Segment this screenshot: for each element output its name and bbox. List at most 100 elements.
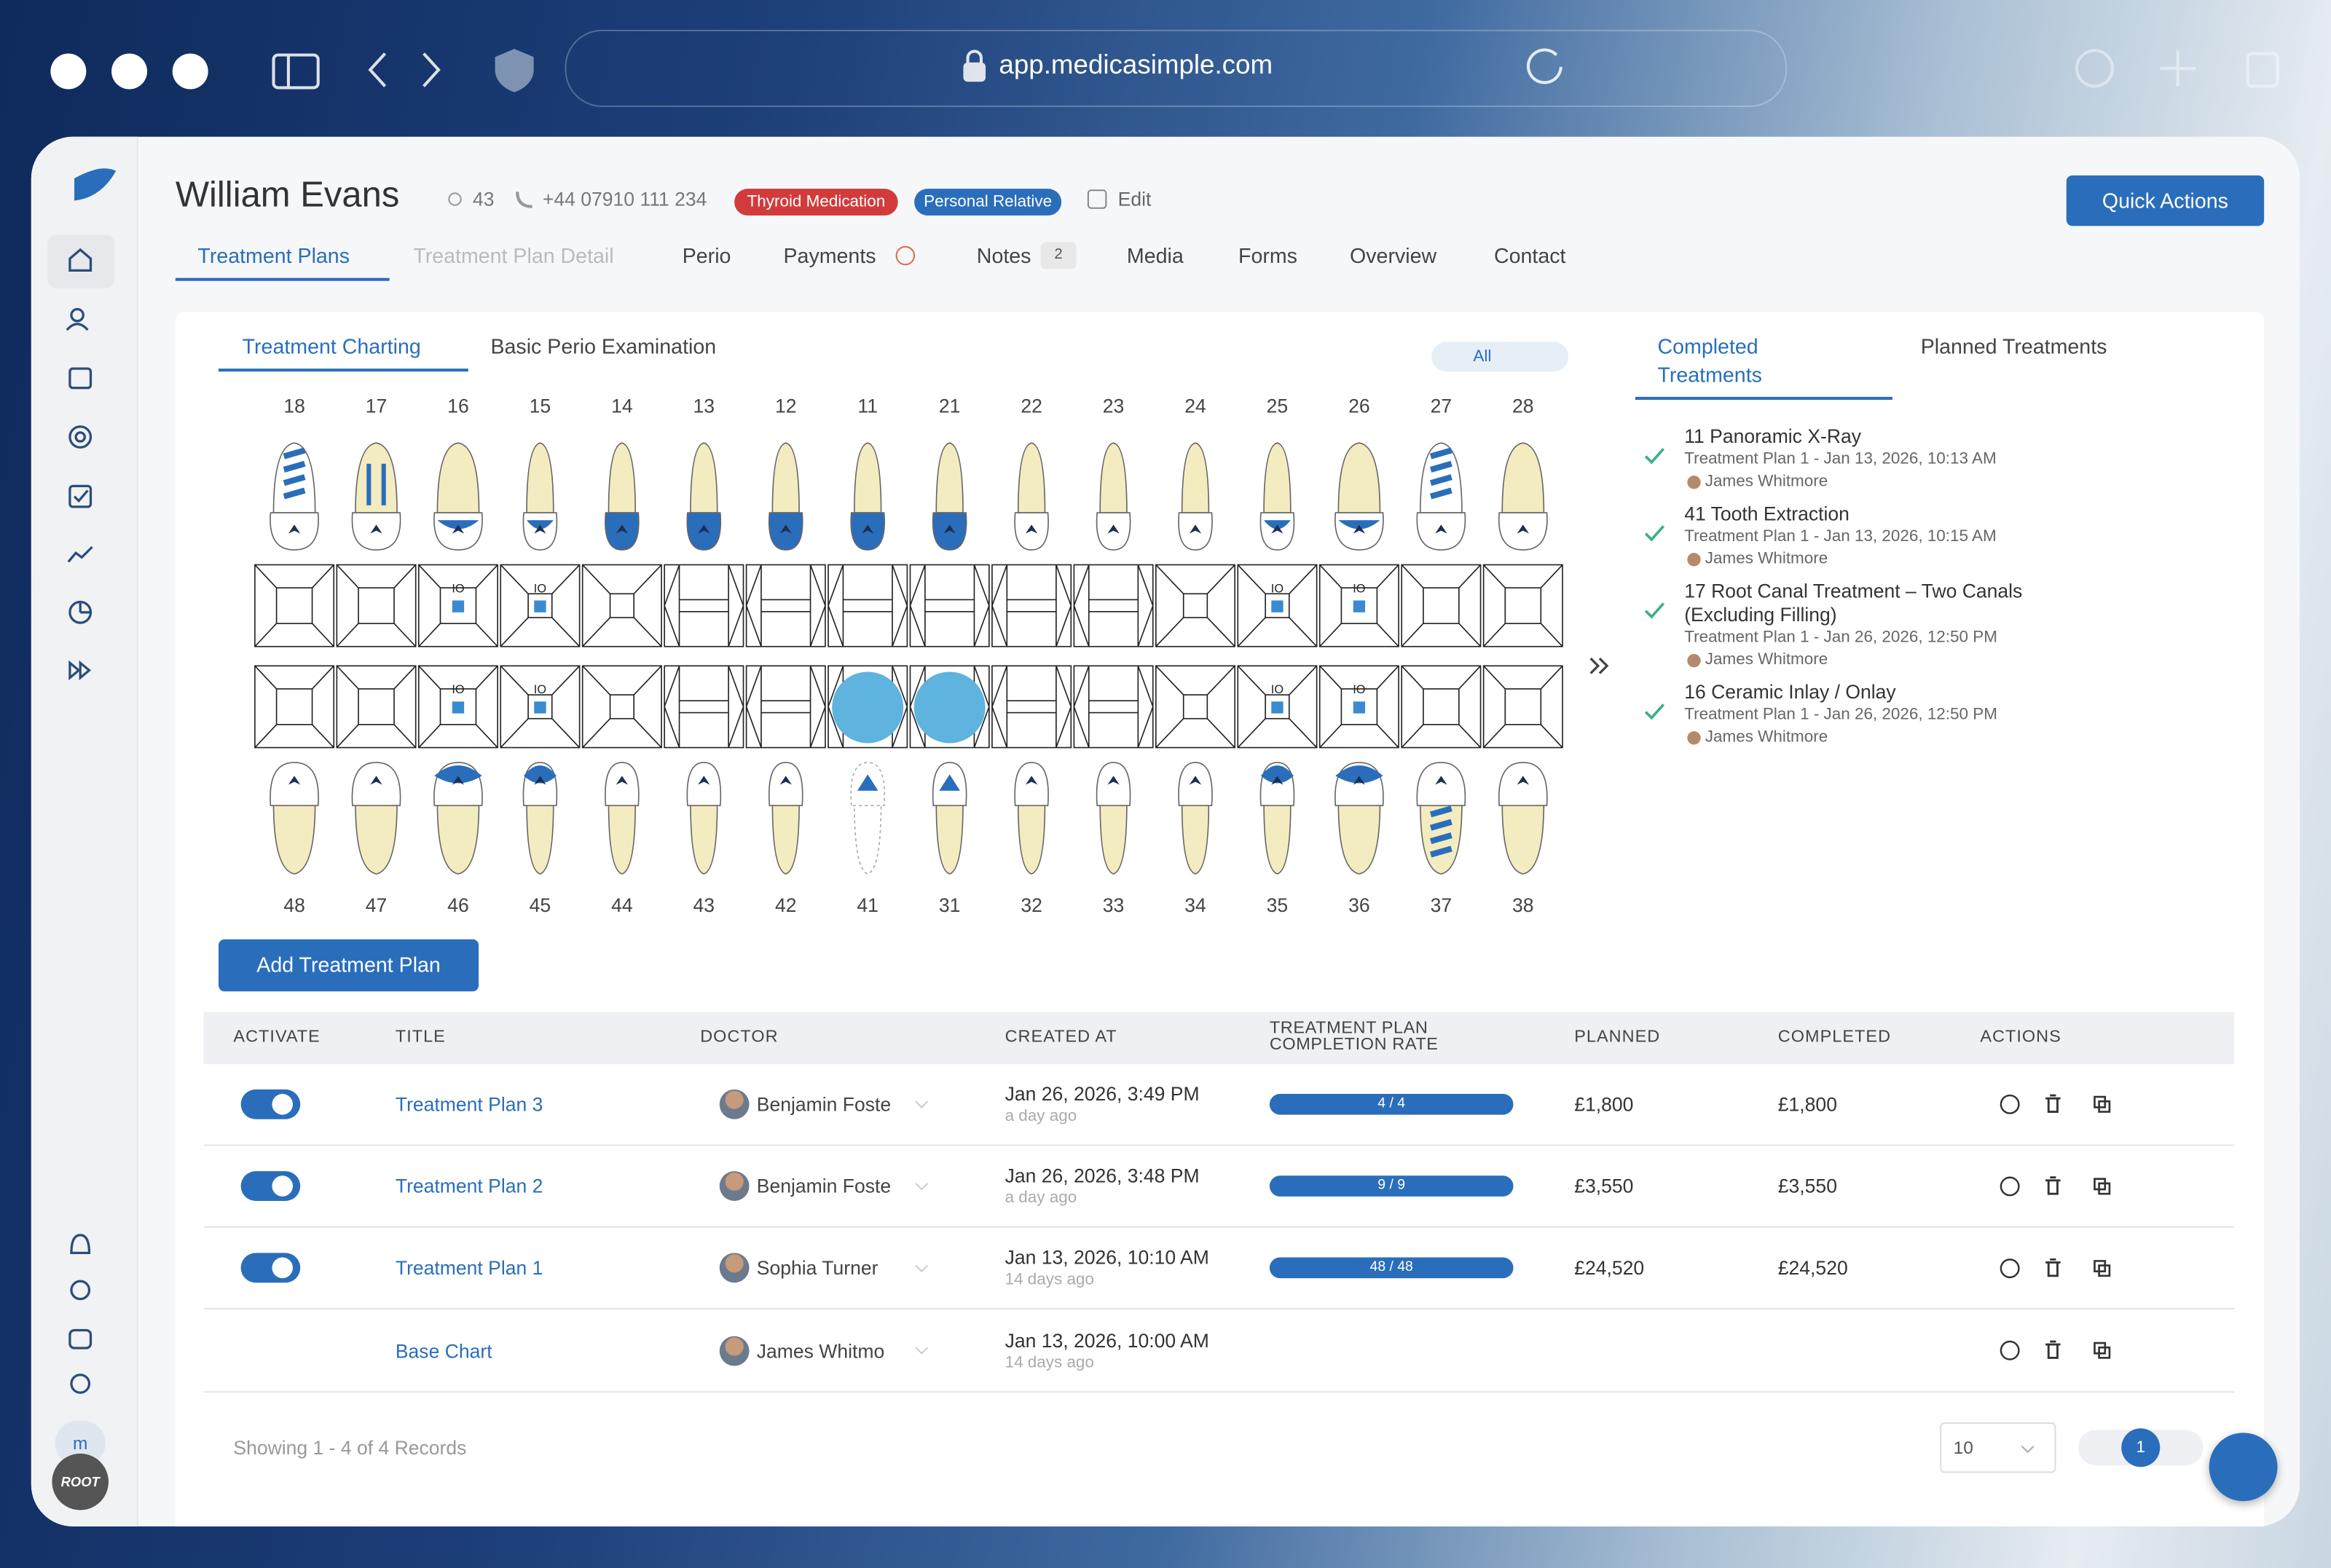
doctor-avatar xyxy=(719,1335,750,1366)
tooth-number: 12 xyxy=(774,394,797,417)
tooth-crown xyxy=(1178,762,1213,806)
tooth-number: 38 xyxy=(1512,894,1534,917)
doctor-avatar xyxy=(1687,476,1701,489)
phone: +44 07910 111 234 xyxy=(542,188,707,210)
tooth-mark xyxy=(1271,776,1284,785)
tab[interactable]: Notes xyxy=(976,243,1031,268)
quick-actions[interactable]: Quick Actions xyxy=(2066,175,2265,226)
tab[interactable]: Overview xyxy=(1350,243,1437,268)
tooth-mark xyxy=(1353,524,1366,534)
grid-cell-lines xyxy=(1483,665,1563,749)
created-ago: a day ago xyxy=(1005,1107,1077,1125)
tooth-crown xyxy=(1096,512,1131,551)
completed: £3,550 xyxy=(1777,1175,1837,1198)
edit[interactable]: Edit xyxy=(1117,188,1152,210)
filling xyxy=(1261,765,1294,784)
root-fill xyxy=(283,487,306,500)
tooth-mark xyxy=(534,776,546,785)
tab[interactable]: Payments xyxy=(783,243,876,268)
chart-tab[interactable]: Treatment Charting xyxy=(242,334,421,358)
tooth-crown xyxy=(522,512,558,551)
tab[interactable]: Treatment Plans xyxy=(197,243,350,268)
filling xyxy=(1264,520,1291,529)
page-size[interactable]: 10 xyxy=(1940,1422,2056,1473)
add-plan-button[interactable]: Add Treatment Plan xyxy=(218,939,479,992)
tab[interactable]: Perio xyxy=(682,243,731,268)
grid-marker: IO xyxy=(1270,682,1284,697)
tooth-mark xyxy=(452,524,465,534)
help-button[interactable] xyxy=(2209,1433,2278,1502)
completed-title: 41 Tooth Extraction xyxy=(1684,502,1850,525)
completed-item: 41 Tooth Extraction Treatment Plan 1 - Ja… xyxy=(1644,502,2078,571)
page-current[interactable]: 1 xyxy=(2121,1428,2161,1467)
grid-cell-lines xyxy=(1401,665,1482,749)
completed-list: 11 Panoramic X-Ray Treatment Plan 1 - Jan… xyxy=(1644,425,2078,758)
tooth-crown xyxy=(605,762,640,806)
tooth-crown xyxy=(850,512,886,551)
tooth-root xyxy=(690,802,718,875)
tooth-root xyxy=(1017,802,1046,875)
tooth-crown xyxy=(768,512,803,551)
tooth-root xyxy=(854,442,882,513)
plan-title[interactable]: Treatment Plan 1 xyxy=(395,1257,543,1280)
tooth-root xyxy=(1017,442,1046,513)
tooth-root xyxy=(526,802,554,875)
tooth-root xyxy=(1099,802,1128,875)
grid-cell-inner xyxy=(1340,688,1378,725)
grid-cell-lines xyxy=(500,665,581,749)
address-bar[interactable] xyxy=(565,29,1788,107)
table-header: TREATMENT PLAN COMPLETION RATE xyxy=(1269,1019,1439,1054)
root-fill xyxy=(1429,805,1453,818)
grid-cell xyxy=(828,564,908,647)
grid-cell-inner xyxy=(1504,688,1542,725)
edit-icon xyxy=(1087,189,1107,209)
treatment-tab[interactable]: Planned Treatments xyxy=(1920,334,2107,358)
chart-tab[interactable]: Basic Perio Examination xyxy=(490,334,717,358)
grid-cell xyxy=(745,564,826,647)
grid-cell xyxy=(664,564,744,647)
extraction-circle xyxy=(913,671,986,744)
check-icon xyxy=(1644,525,1665,542)
completed-title: 16 Ceramic Inlay / Onlay xyxy=(1684,680,1896,704)
completed-plan: Treatment Plan 1 - Jan 26, 2026, 12:50 P… xyxy=(1684,629,1997,647)
view-icon xyxy=(2000,1176,2020,1197)
tooth-number: 48 xyxy=(283,894,305,917)
doctor-avatar xyxy=(719,1253,750,1284)
root-fill xyxy=(1429,487,1453,500)
grid-cell-lines xyxy=(1319,665,1399,749)
copy-icon xyxy=(2094,1342,2111,1359)
grid-marker: IO xyxy=(452,682,465,697)
filter[interactable]: All xyxy=(1431,342,1569,372)
tab[interactable]: Media xyxy=(1126,243,1184,268)
grid-marker-square xyxy=(1271,600,1284,612)
plan-title[interactable]: Base Chart xyxy=(395,1339,492,1362)
plan-title[interactable]: Treatment Plan 2 xyxy=(395,1175,543,1198)
tooth-number: 27 xyxy=(1430,394,1453,417)
row-divider xyxy=(203,1144,2235,1146)
tooth-mark xyxy=(862,524,874,534)
grid-cell-inner xyxy=(1423,688,1460,725)
view-icon xyxy=(2000,1094,2020,1114)
treatment-tab[interactable]: Completed Treatments xyxy=(1657,334,1762,387)
age: 43 xyxy=(472,188,495,210)
plan-title[interactable]: Treatment Plan 3 xyxy=(395,1093,543,1116)
grid-cell-lines xyxy=(500,564,581,647)
tooth-crown xyxy=(932,512,967,551)
tooth-crown xyxy=(1014,512,1049,551)
tab[interactable]: Forms xyxy=(1238,243,1297,268)
chart-tab-underline xyxy=(218,369,468,372)
doctor-avatar xyxy=(719,1171,750,1202)
grid-cell-inner xyxy=(1073,564,1154,647)
completed-doctor: James Whitmore xyxy=(1705,650,1828,669)
filling xyxy=(1335,765,1383,784)
tooth-mark xyxy=(288,524,301,534)
tab[interactable]: Treatment Plan Detail xyxy=(413,243,614,268)
grid-cell-inner xyxy=(609,694,635,720)
tooth-number: 41 xyxy=(857,894,878,917)
tooth-root xyxy=(355,442,398,513)
grid-cell-inner xyxy=(527,694,553,720)
sidebar-icons[interactable] xyxy=(47,168,117,1394)
tooth-number: 14 xyxy=(611,394,633,417)
grid-cell xyxy=(991,564,1072,647)
tab[interactable]: Contact xyxy=(1494,243,1566,268)
